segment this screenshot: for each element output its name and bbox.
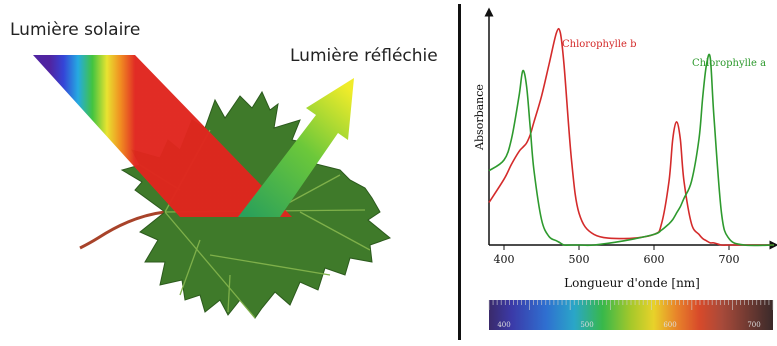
leaf-illustration-panel: Lumière solaire Lumière réfléchie: [10, 20, 438, 319]
absorbance-chart: 400 500 600 700 Absorbance Longueur d'onde …: [473, 7, 777, 330]
spectrum-tick-600: 600: [663, 321, 676, 329]
absorbance-curves: [488, 27, 775, 247]
x-tick-label: 400: [494, 253, 515, 266]
x-tick-label: 700: [719, 253, 740, 266]
x-tick-label: 600: [644, 253, 665, 266]
x-axis-label: Longueur d'onde [nm]: [564, 276, 700, 290]
series-label-chlorophyll-b: Chlorophylle b: [562, 39, 637, 50]
spectrum-tick-700: 700: [747, 321, 760, 329]
spectrum-bar: 400 500 600 700: [488, 300, 774, 330]
reflected-light-label: Lumière réfléchie: [290, 46, 438, 66]
series-label-chlorophyll-a: Chlorophylle a: [692, 58, 766, 69]
sunlight-beam: [33, 55, 292, 217]
chlorophyll-a-curve: [488, 53, 775, 247]
absorbance-chart-panel: 400 500 600 700 Absorbance Longueur d'onde …: [462, 0, 777, 342]
sunlight-label: Lumière solaire: [10, 20, 141, 40]
x-axis-ticks: 400 500 600 700: [494, 245, 740, 266]
y-axis-label: Absorbance: [473, 84, 486, 151]
x-tick-label: 500: [569, 253, 590, 266]
reflected-light-arrow: [238, 78, 354, 217]
spectrum-tick-400: 400: [497, 321, 510, 329]
leaf-stem: [79, 210, 166, 250]
spectrum-bar-minor-ticks: [488, 300, 774, 310]
spectrum-tick-500: 500: [580, 321, 593, 329]
panel-divider: [458, 4, 461, 340]
leaf-light-illustration: [33, 55, 392, 319]
